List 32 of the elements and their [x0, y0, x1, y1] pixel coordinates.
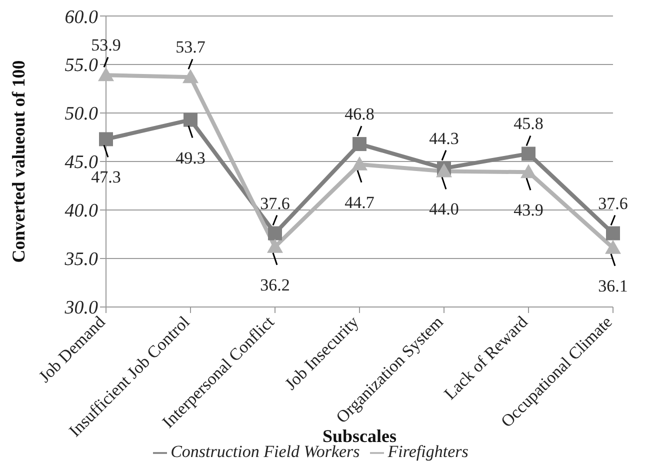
data-label: 47.3 — [91, 168, 121, 187]
point — [98, 67, 114, 82]
data-label: 45.8 — [514, 114, 544, 134]
point — [352, 137, 366, 152]
point — [184, 112, 198, 127]
point — [352, 156, 368, 170]
point — [99, 132, 113, 146]
data-label: 44.0 — [429, 200, 459, 219]
point — [267, 238, 283, 253]
data-label: 44.3 — [429, 128, 459, 148]
data-label: 49.3 — [176, 148, 206, 168]
point — [605, 240, 621, 254]
data-label: 43.9 — [514, 200, 544, 220]
y-axis-title: Converted valueout of 100 — [8, 60, 28, 263]
data-label: 44.7 — [344, 192, 375, 212]
y-tick-label: 60.0 — [64, 6, 98, 28]
data-label: 36.1 — [598, 276, 628, 296]
data-label: 53.9 — [91, 36, 121, 55]
point — [522, 146, 536, 161]
y-tick-label: 35.0 — [64, 249, 98, 270]
y-tick-label: 50.0 — [64, 104, 98, 125]
y-tick-label: 55.0 — [64, 55, 98, 76]
point — [182, 69, 198, 84]
data-label: 46.8 — [344, 104, 374, 124]
data-label: 37.6 — [260, 194, 290, 213]
data-label: 36.2 — [260, 275, 290, 294]
point — [520, 164, 536, 178]
y-tick-label: 40.0 — [64, 200, 98, 222]
data-label: 37.6 — [598, 194, 628, 213]
data-label: 53.7 — [176, 38, 206, 57]
point — [606, 226, 620, 240]
point — [268, 226, 282, 240]
